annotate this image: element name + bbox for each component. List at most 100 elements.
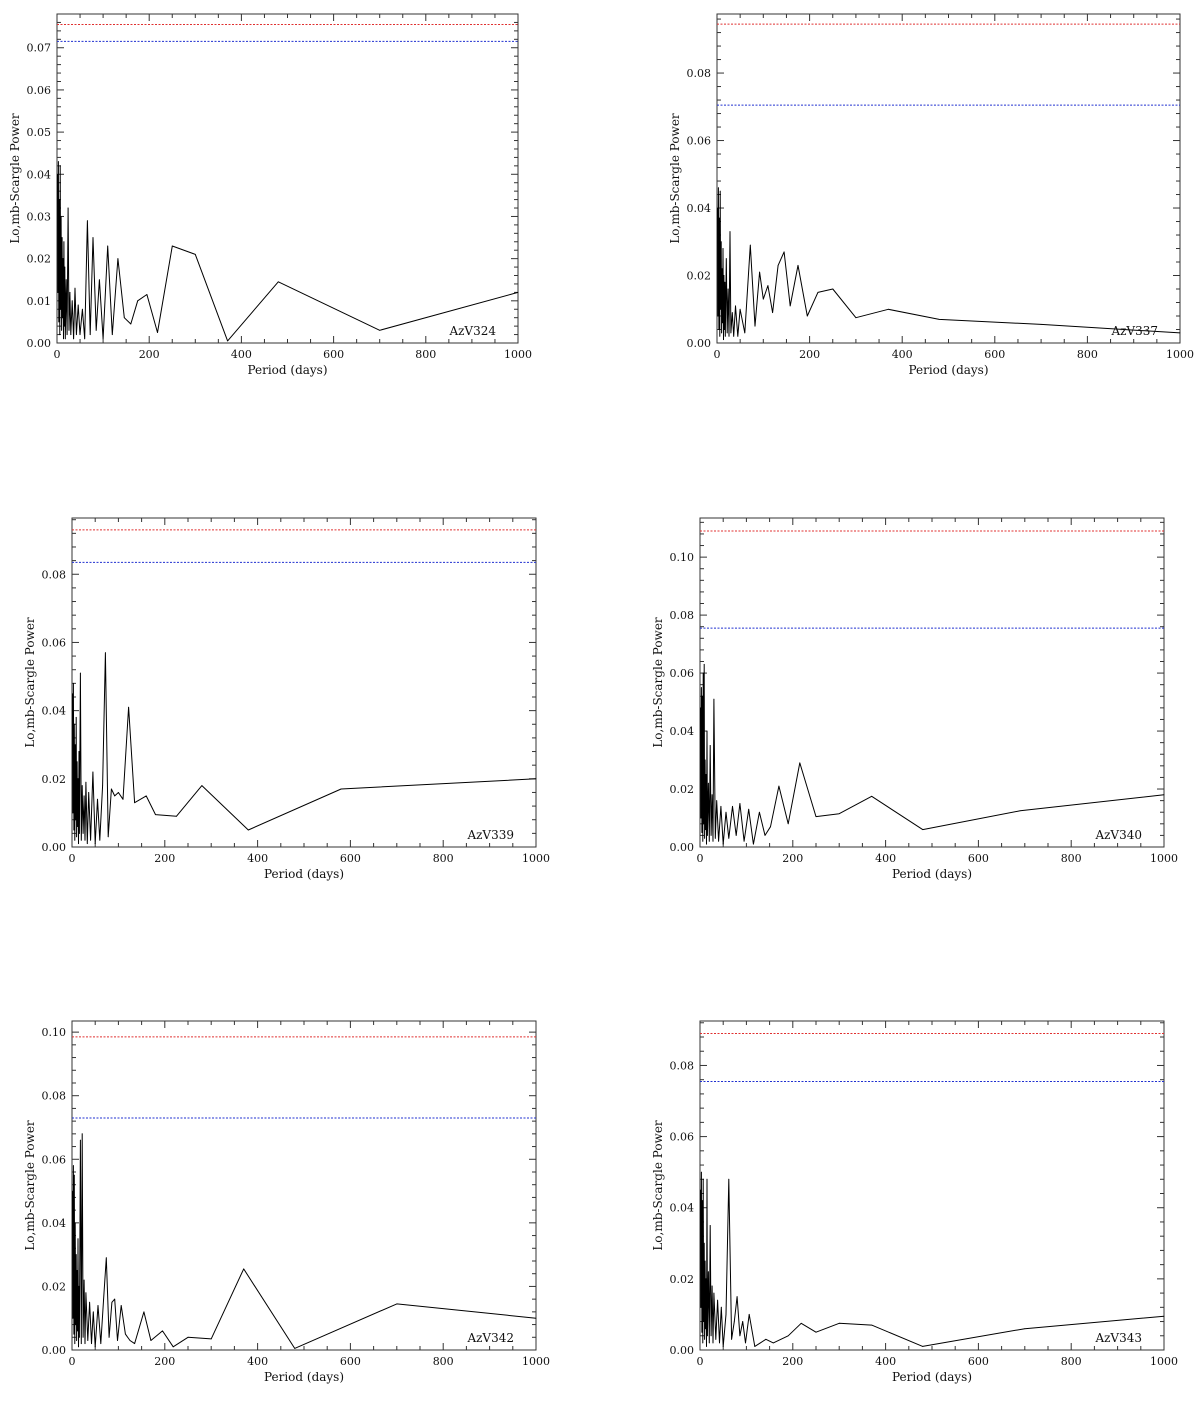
periodogram-point xyxy=(247,829,249,831)
periodogram-point xyxy=(787,823,789,825)
periodogram-point xyxy=(61,329,63,331)
y-tick-label: 0.04 xyxy=(670,1202,695,1215)
periodogram-point xyxy=(79,832,80,834)
periodogram-point xyxy=(77,1238,79,1240)
periodogram-point xyxy=(108,1336,110,1338)
x-tick-label: 0 xyxy=(69,1355,76,1368)
periodogram-point xyxy=(171,245,173,247)
periodogram-point xyxy=(78,843,79,844)
periodogram-point xyxy=(79,1336,80,1338)
y-tick-label: 0.04 xyxy=(687,202,712,215)
periodogram-point xyxy=(396,1303,398,1305)
periodogram-point xyxy=(76,761,78,763)
periodogram-point xyxy=(718,329,720,330)
periodogram-point xyxy=(70,334,72,335)
periodogram-point xyxy=(815,816,817,817)
periodogram-point xyxy=(762,298,764,300)
periodogram-point xyxy=(59,334,61,335)
periodogram-point xyxy=(62,317,63,319)
periodogram-point xyxy=(88,792,90,793)
periodogram-point xyxy=(63,325,65,327)
periodogram-point xyxy=(712,1342,714,1344)
periodogram-point xyxy=(722,322,723,324)
periodogram-point xyxy=(702,1342,704,1344)
periodogram-point xyxy=(75,819,77,821)
periodogram-point xyxy=(739,803,741,804)
periodogram-point xyxy=(799,762,801,764)
periodogram-point xyxy=(709,745,711,746)
periodogram-point xyxy=(122,798,124,800)
periodogram-point xyxy=(84,338,86,340)
periodogram-point xyxy=(130,323,132,325)
periodogram-point xyxy=(105,652,106,654)
periodogram-point xyxy=(759,1342,761,1344)
periodogram-point xyxy=(111,1301,113,1303)
periodogram-point xyxy=(772,1342,774,1344)
periodogram-point xyxy=(736,1296,738,1298)
y-tick-label: 0.00 xyxy=(670,841,695,854)
periodogram-point xyxy=(80,1343,82,1345)
periodogram-line xyxy=(72,652,537,845)
periodogram-point xyxy=(764,835,766,836)
y-tick-label: 0.04 xyxy=(42,1217,67,1230)
periodogram-point xyxy=(754,325,756,327)
periodogram-point xyxy=(92,771,94,773)
y-tick-label: 0.05 xyxy=(27,126,52,139)
star-label: AzV339 xyxy=(466,828,514,842)
y-axis-label: Lo,mb-Scargle Power xyxy=(668,113,682,244)
periodogram-point xyxy=(86,843,88,844)
periodogram-point xyxy=(157,332,158,333)
periodogram-point xyxy=(277,281,279,283)
periodogram-point xyxy=(85,1292,87,1294)
periodogram-point xyxy=(63,338,64,340)
periodogram-point xyxy=(143,1311,145,1313)
plot-frame xyxy=(71,517,537,848)
periodogram-point xyxy=(838,813,840,815)
periodogram-point xyxy=(720,806,722,807)
periodogram-point xyxy=(1019,810,1021,812)
x-tick-label: 1000 xyxy=(1150,852,1178,865)
periodogram-point xyxy=(855,317,857,319)
periodogram-point xyxy=(701,1331,703,1333)
x-tick-label: 1000 xyxy=(522,852,550,865)
periodogram-point xyxy=(294,1348,296,1349)
x-tick-label: 600 xyxy=(984,348,1005,361)
periodogram-point xyxy=(748,808,750,810)
periodogram-point xyxy=(716,800,718,802)
periodogram-point xyxy=(57,173,58,175)
periodogram-point xyxy=(728,837,730,839)
plot-frame xyxy=(56,13,519,344)
periodogram-point xyxy=(60,308,62,310)
star-label: AzV337 xyxy=(1110,324,1158,338)
periodogram-point xyxy=(128,706,130,708)
periodogram-point xyxy=(725,258,727,260)
y-tick-label: 0.06 xyxy=(42,1153,67,1166)
periodogram-point xyxy=(704,1338,706,1340)
periodogram-point xyxy=(78,751,80,752)
periodogram-point xyxy=(1040,324,1042,325)
periodogram-point xyxy=(82,832,84,834)
periodogram-point xyxy=(100,1343,102,1345)
star-label: AzV324 xyxy=(448,324,496,338)
periodogram-point xyxy=(711,1285,713,1287)
periodogram-point xyxy=(61,237,63,238)
periodogram-point xyxy=(94,843,96,844)
y-tick-label: 0.07 xyxy=(27,42,52,55)
periodogram-point xyxy=(1163,1315,1165,1317)
star-label: AzV342 xyxy=(466,1331,514,1345)
periodogram-point xyxy=(162,1330,163,1332)
periodogram-point xyxy=(117,258,119,260)
periodogram-point xyxy=(74,287,76,289)
periodogram-point xyxy=(708,1342,710,1344)
periodogram-point xyxy=(74,1343,76,1345)
periodogram-point xyxy=(701,695,703,697)
periodogram-point xyxy=(77,1330,78,1332)
periodogram-point xyxy=(64,266,66,268)
y-tick-label: 0.02 xyxy=(670,783,695,796)
y-tick-label: 0.10 xyxy=(670,551,695,564)
y-tick-label: 0.02 xyxy=(42,1280,67,1293)
periodogram-point xyxy=(72,693,73,694)
periodogram-point xyxy=(97,1305,99,1306)
periodogram-point xyxy=(114,795,116,797)
periodogram-point xyxy=(102,338,104,340)
